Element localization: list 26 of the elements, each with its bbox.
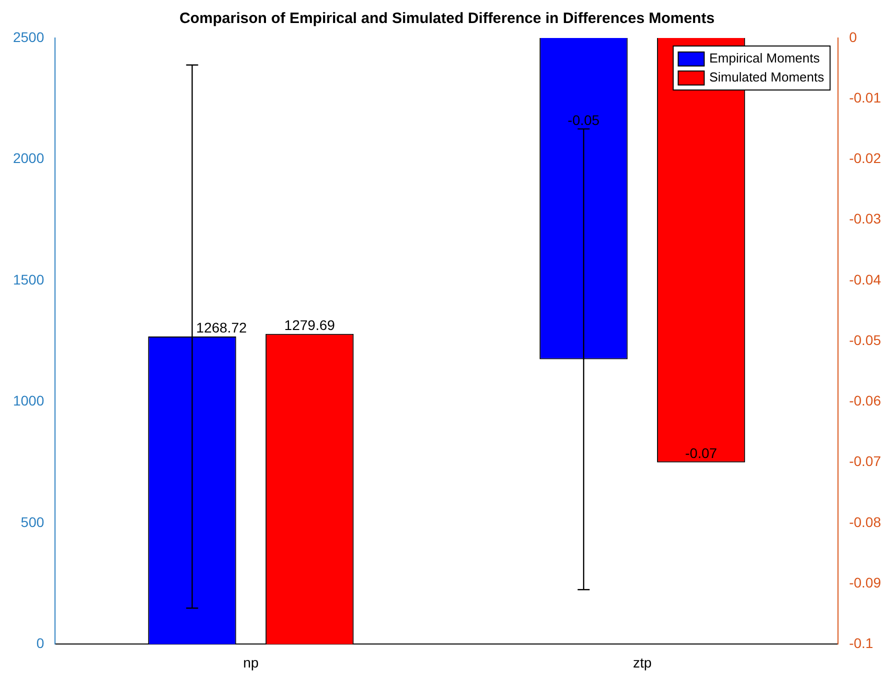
data-label: 1279.69 bbox=[284, 316, 336, 333]
y2-tick-label: -0.06 bbox=[849, 392, 882, 409]
y-tick-label: 0 bbox=[36, 635, 44, 652]
y2-tick-label: -0.08 bbox=[849, 514, 882, 530]
y-tick-label: 1000 bbox=[12, 392, 44, 409]
legend-label: Simulated Moments bbox=[709, 70, 825, 85]
y2-tick-label: -0.04 bbox=[849, 271, 882, 288]
y2-tick-label: -0.1 bbox=[849, 635, 874, 652]
data-label: -0.07 bbox=[685, 445, 718, 462]
data-label: -0.05 bbox=[568, 112, 600, 128]
y2-tick-label: -0.02 bbox=[849, 150, 882, 166]
y-tick-label: 2000 bbox=[12, 150, 44, 166]
chart-title: Comparison of Empirical and Simulated Difference in Differences Moments bbox=[179, 10, 715, 28]
y2-tick-label: 0 bbox=[849, 28, 858, 45]
y2-tick-label: -0.03 bbox=[849, 210, 882, 227]
y-tick-label: 1500 bbox=[12, 271, 44, 288]
data-label: 1268.72 bbox=[196, 319, 247, 336]
y2-tick-label: -0.09 bbox=[849, 574, 882, 590]
x-tick-label: ztp bbox=[633, 654, 652, 670]
y2-tick-label: -0.07 bbox=[849, 453, 882, 470]
y-tick-label: 500 bbox=[20, 514, 44, 530]
legend-label: Empirical Moments bbox=[709, 50, 820, 66]
y2-tick-label: -0.01 bbox=[849, 89, 882, 106]
y-tick-label: 2500 bbox=[12, 28, 44, 45]
x-tick-label: np bbox=[243, 654, 259, 670]
y2-tick-label: -0.05 bbox=[849, 332, 882, 348]
